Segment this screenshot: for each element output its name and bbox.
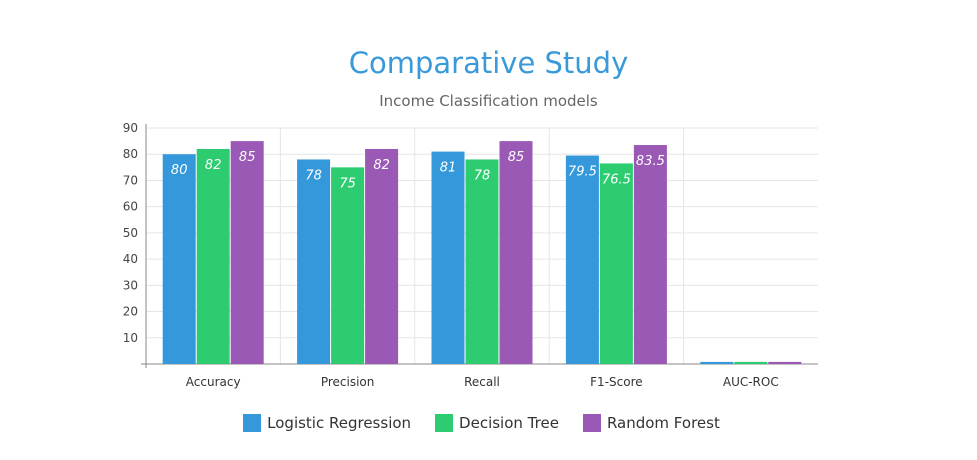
y-tick-label: 90 [123,121,138,135]
x-tick-label: Recall [464,375,500,389]
bar [499,141,533,364]
x-tick-label: Accuracy [186,375,241,389]
bar [565,155,599,364]
bar [162,154,196,364]
bar [365,148,399,364]
bar [768,361,802,364]
legend-label: Decision Tree [459,414,559,432]
y-tick-label: 20 [123,305,138,319]
x-tick-label: Precision [321,375,375,389]
bar [599,163,633,364]
bar [633,145,667,364]
bar-value-label: 75 [339,176,356,191]
legend: Logistic Regression Decision Tree Random… [0,414,977,432]
bar [465,159,499,364]
legend-swatch [243,414,262,432]
bar-value-label: 78 [305,168,322,183]
bar-value-label: 83.5 [636,154,665,169]
legend-swatch [582,414,601,432]
y-tick-label: 30 [123,278,138,292]
legend-item-random-forest[interactable]: Random Forest [582,414,720,432]
y-tick-label: 80 [123,147,138,161]
y-tick-label: 50 [123,226,138,240]
bar-value-label: 82 [205,158,222,173]
y-tick-label: 10 [123,331,138,345]
bar-value-label: 81 [440,161,457,176]
bar-value-label: 85 [508,150,525,165]
x-tick-label: F1-Score [590,375,642,389]
legend-item-logistic-regression[interactable]: Logistic Regression [243,414,411,432]
legend-item-decision-tree[interactable]: Decision Tree [435,414,559,432]
legend-label: Random Forest [606,414,720,432]
bar [734,361,768,364]
bar [230,141,264,364]
legend-label: Logistic Regression [267,414,412,432]
bar-value-label: 78 [474,168,491,183]
y-tick-label: 70 [123,173,138,187]
legend-swatch [435,414,454,432]
x-tick-label: AUC-ROC [723,375,779,389]
bar-value-label: 85 [239,150,256,165]
bar-value-label: 80 [171,163,188,178]
bar-value-label: 79.5 [568,165,597,180]
chart-title: Comparative Study [348,46,629,80]
y-tick-label: 60 [123,200,138,214]
bar [297,159,331,364]
bar [196,148,230,364]
bar [431,151,465,364]
y-tick-label: 40 [123,252,138,266]
bar [700,361,734,364]
bar-value-label: 82 [373,158,390,173]
chart-subtitle: Income Classification models [379,92,598,110]
bar-value-label: 76.5 [602,172,631,187]
bar [331,167,365,364]
